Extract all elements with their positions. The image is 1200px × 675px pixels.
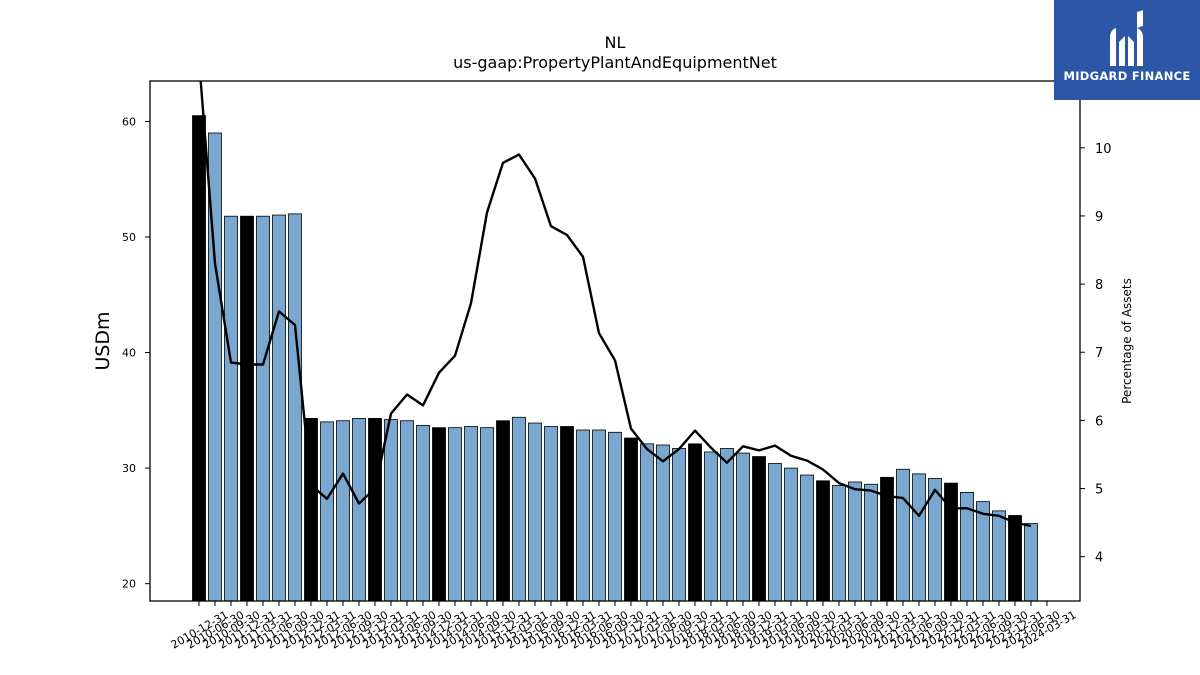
y-axis-left-label: USDm: [92, 311, 114, 370]
bar-2018-03-31: [656, 444, 670, 602]
y-left-tick-label: 50: [122, 231, 136, 244]
bar-2021-03-31: [848, 481, 862, 602]
line-group: [199, 81, 1032, 528]
bar-2023-03-31: [976, 501, 990, 602]
bar-2014-12-31: [448, 427, 462, 602]
y-right-tick-label: 10: [1095, 142, 1112, 157]
bar-2011-09-30: [240, 215, 254, 602]
bar-2018-09-30: [688, 443, 702, 602]
bar-2021-12-31: [896, 468, 910, 602]
bar-2014-06-30: [416, 424, 430, 602]
bar-2020-09-30: [816, 480, 830, 602]
y-right-tick-label: 4: [1095, 551, 1103, 566]
bar-2020-06-30: [800, 474, 814, 602]
chart-subtitle: us-gaap:PropertyPlantAndEquipmentNet: [453, 53, 777, 72]
bar-2016-09-30: [560, 426, 574, 602]
bar-2016-06-30: [544, 426, 558, 602]
pct-assets-line: [199, 81, 1032, 528]
y-right-tick-label: 9: [1095, 210, 1103, 225]
bar-2020-12-31: [832, 485, 846, 602]
bar-2014-09-30: [432, 427, 446, 602]
y-right-tick-label: 5: [1095, 483, 1103, 498]
bar-2022-09-30: [944, 482, 958, 602]
bar-2023-09-30: [1008, 515, 1022, 602]
y-right-tick-label: 6: [1095, 414, 1103, 429]
bar-2023-06-30: [992, 510, 1006, 602]
logo-text: MIDGARD FINANCE: [1063, 69, 1191, 83]
y-axis-right-label: Percentage of Assets: [1120, 278, 1134, 404]
bar-2018-12-31: [704, 451, 718, 602]
bar-2017-06-30: [608, 431, 622, 602]
bar-2013-03-31: [336, 420, 350, 602]
y-right-tick-label: 8: [1095, 278, 1103, 293]
bar-2018-06-30: [672, 448, 686, 602]
bar-2019-03-31: [720, 448, 734, 602]
bar-2017-03-31: [592, 429, 606, 602]
bar-2019-09-30: [752, 456, 766, 602]
y-right-tick-label: 7: [1095, 346, 1103, 361]
bar-2020-03-31: [784, 467, 798, 602]
y-left-tick-label: 40: [122, 347, 136, 360]
bar-2022-03-31: [912, 473, 926, 602]
bar-2015-06-30: [480, 427, 494, 602]
bar-2012-06-30: [288, 213, 302, 602]
bar-2021-06-30: [864, 483, 878, 602]
logo-mark-icon: [1110, 10, 1143, 66]
bar-2015-12-31: [512, 416, 526, 602]
chart-title: NL: [605, 33, 626, 52]
bar-2012-03-31: [272, 214, 286, 602]
bar-2016-12-31: [576, 429, 590, 602]
bar-2013-12-31: [384, 419, 398, 602]
y-left-tick-label: 60: [122, 115, 136, 128]
axes-group: 2030405060456789102010-12-312010-06-3020…: [122, 80, 1112, 652]
bar-2011-06-30: [224, 215, 238, 602]
bar-2015-03-31: [464, 426, 478, 602]
bar-2014-03-31: [400, 420, 414, 602]
bar-2017-09-30: [624, 437, 638, 602]
bar-2019-12-31: [768, 463, 782, 602]
bar-2013-09-30: [368, 418, 382, 602]
bar-2010-12-31: [192, 115, 206, 602]
midgard-finance-logo: MIDGARD FINANCE: [1054, 0, 1200, 100]
bar-2016-03-31: [528, 422, 542, 602]
bar-2023-12-31: [1024, 523, 1038, 602]
bar-2012-12-31: [320, 421, 334, 602]
y-left-tick-label: 20: [122, 578, 136, 591]
bar-2019-06-30: [736, 452, 750, 602]
bar-2017-12-31: [640, 443, 654, 602]
bar-2015-09-30: [496, 420, 510, 602]
y-left-tick-label: 30: [122, 462, 136, 475]
bar-2011-12-31: [256, 215, 270, 602]
bar-2013-06-30: [352, 418, 366, 602]
